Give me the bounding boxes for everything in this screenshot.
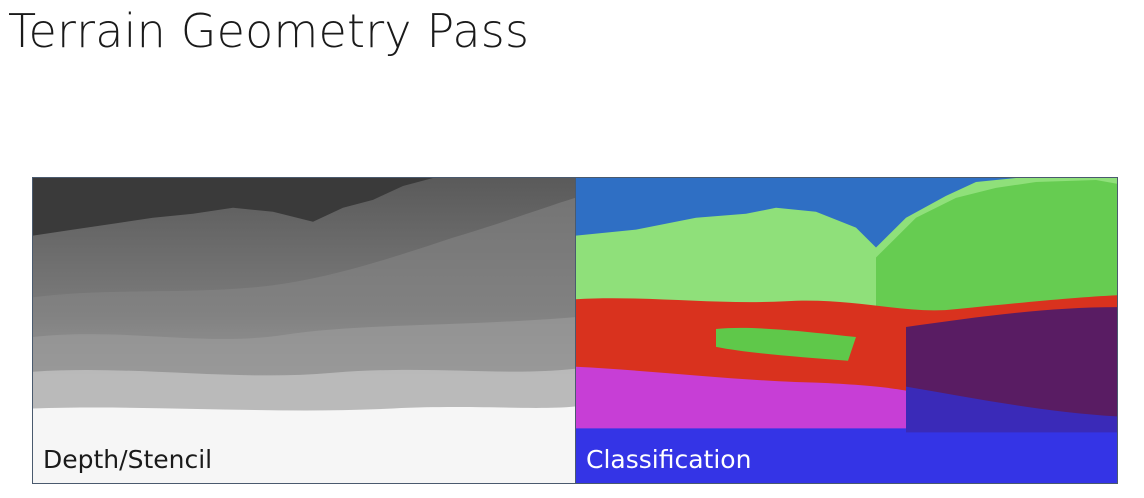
- depth-stencil-image: [33, 178, 575, 483]
- classification-label: Classification: [586, 445, 752, 474]
- depth-stencil-panel: Depth/Stencil: [33, 178, 575, 483]
- slide-title: Terrain Geometry Pass: [8, 4, 530, 58]
- image-panels: Depth/Stencil Classification: [32, 177, 1118, 484]
- depth-stencil-label: Depth/Stencil: [43, 445, 213, 474]
- classification-image: [576, 178, 1117, 483]
- classification-panel: Classification: [575, 178, 1117, 483]
